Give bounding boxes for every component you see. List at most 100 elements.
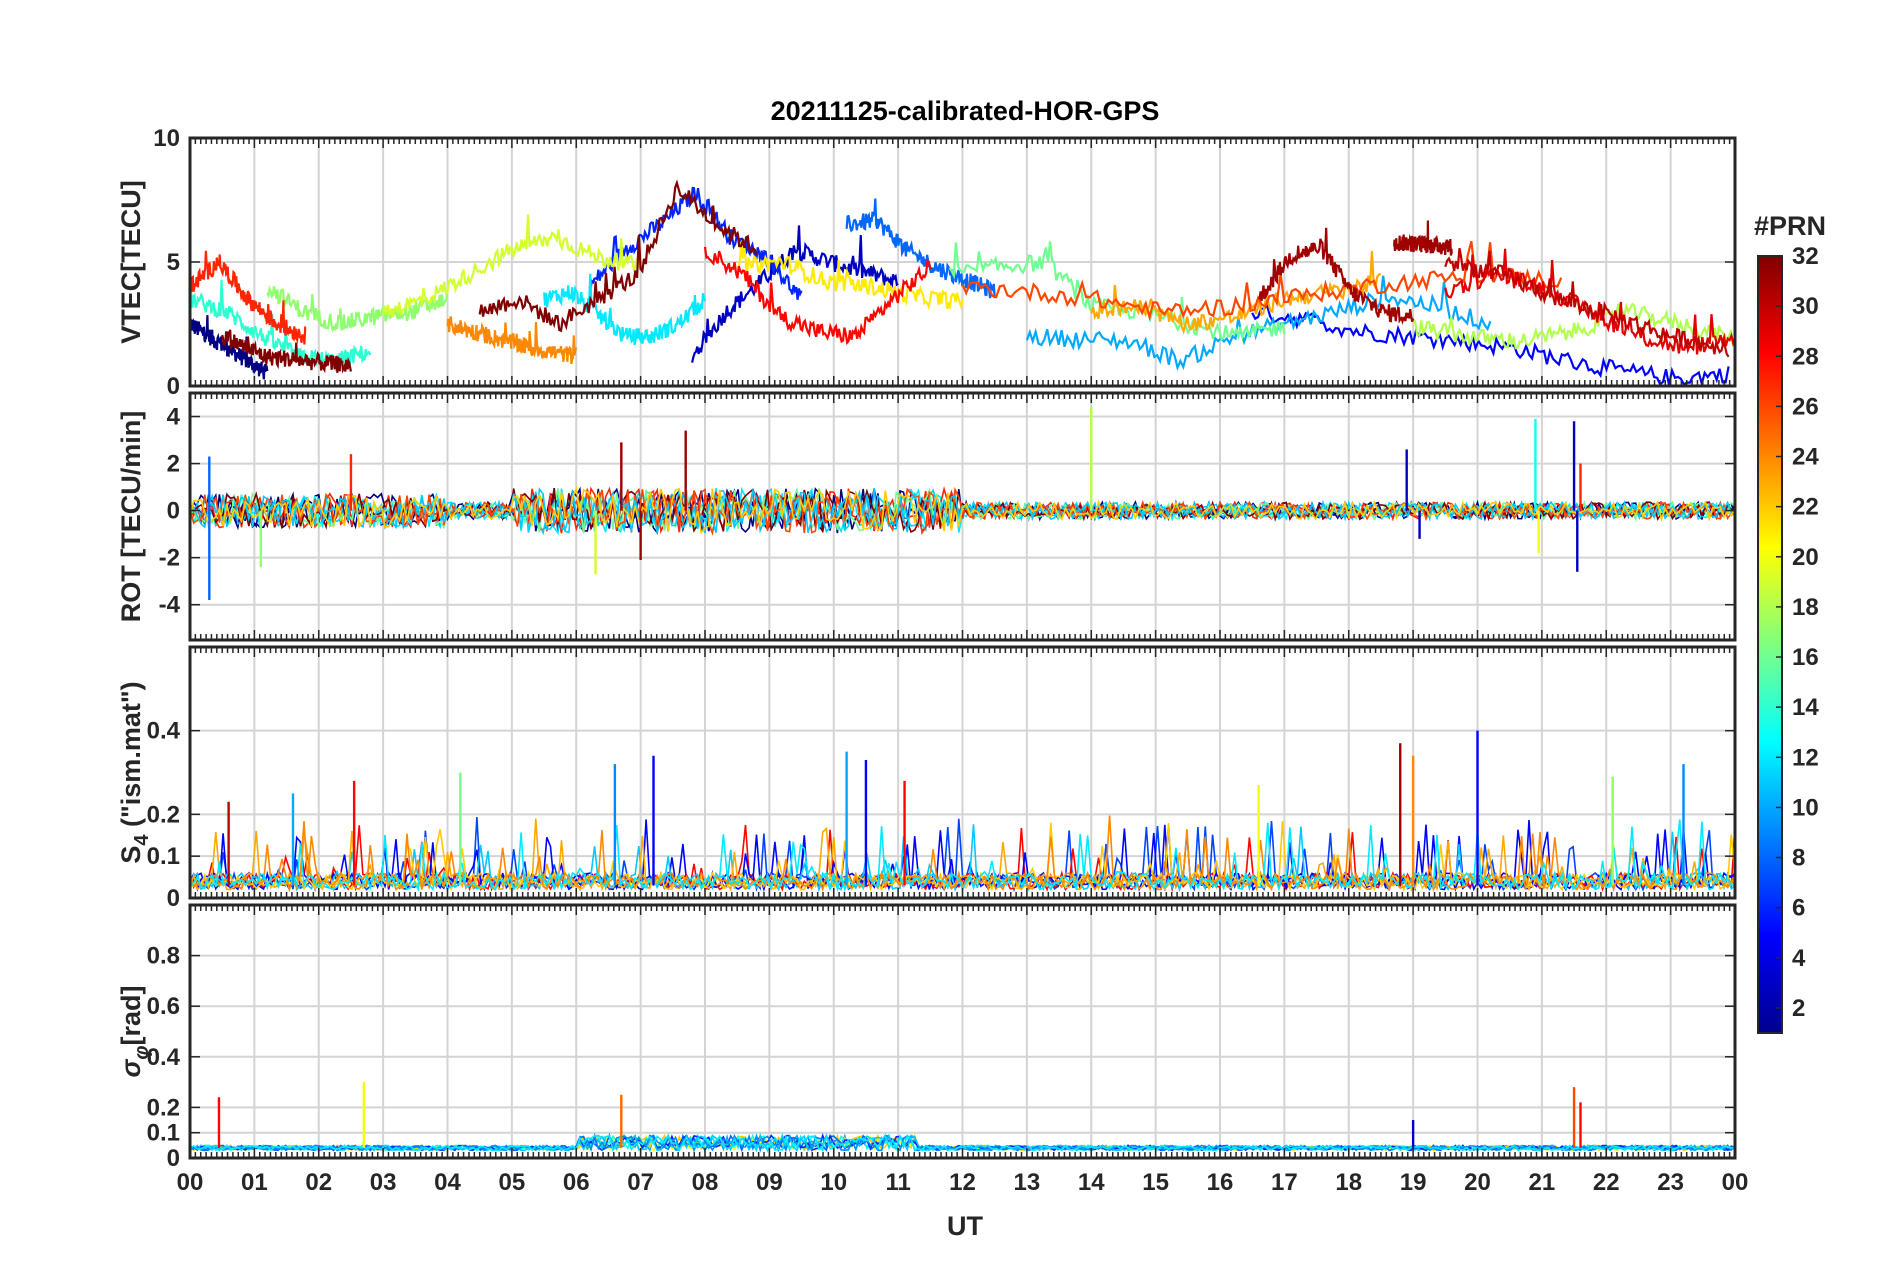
vtec-series-prn-3 <box>691 225 899 363</box>
x-tick-label: 18 <box>1335 1169 1362 1196</box>
colorbar-gradient <box>1757 255 1783 1034</box>
chart-title: 20211125-calibrated-HOR-GPS <box>771 96 1160 126</box>
colorbar-tick-label: 14 <box>1792 694 1819 721</box>
y-tick-label: 0 <box>167 373 180 400</box>
vtec-series-prn-5 <box>1251 303 1730 386</box>
panel-data <box>190 179 1735 386</box>
colorbar-tick-label: 8 <box>1792 845 1805 872</box>
x-tick-label: 03 <box>370 1169 397 1196</box>
panel-grid <box>190 905 1735 1159</box>
panel-ticks <box>189 393 1736 640</box>
y-tick-label: 2 <box>167 451 180 478</box>
y-tick-label: 0.4 <box>147 718 181 745</box>
y-tick-label: 0.6 <box>147 993 180 1020</box>
colorbar-tick-label: 30 <box>1792 293 1819 320</box>
vtec-series-prn-19 <box>382 214 642 317</box>
x-tick-label: 00 <box>1722 1169 1749 1196</box>
vtec-series-prn-21 <box>736 241 964 311</box>
vtec-series-prn-23 <box>1090 251 1382 335</box>
panel-vtec: 0 5 10 VTEC[TECU] <box>116 125 1737 400</box>
colorbar-tick-label: 16 <box>1792 644 1819 671</box>
x-tick-label: 00 <box>177 1169 204 1196</box>
x-tick-label: 16 <box>1207 1169 1234 1196</box>
colorbar-tick-label: 24 <box>1792 444 1819 471</box>
x-tick-label: 12 <box>949 1169 976 1196</box>
x-tick-label: 21 <box>1529 1169 1556 1196</box>
y-tick-label: 0.8 <box>147 943 180 970</box>
vtec-series-prn-18 <box>1412 302 1735 350</box>
x-tick-label: 08 <box>692 1169 719 1196</box>
rot-trace <box>190 486 1735 536</box>
panel-s4: 0 0.1 0.2 0.4S4 ("ism.mat") <box>116 645 1737 912</box>
x-tick-label: 04 <box>434 1169 461 1196</box>
y-tick-label: -4 <box>159 592 181 619</box>
x-tick-label: 22 <box>1593 1169 1620 1196</box>
vtec-series-prn-1 <box>190 315 269 380</box>
vtec-series-prn-24 <box>446 316 578 365</box>
y-tick-label: 10 <box>153 125 180 152</box>
y-tick-label: 5 <box>167 249 180 276</box>
x-tick-label: 15 <box>1142 1169 1169 1196</box>
y-tick-label: 0.2 <box>147 801 180 828</box>
colorbar-tick-label: 32 <box>1792 243 1819 270</box>
vtec-series-prn-16 <box>948 241 1286 342</box>
colorbar-tick-label: 22 <box>1792 494 1819 521</box>
y-tick-label: -2 <box>159 545 180 572</box>
x-tick-label: 10 <box>820 1169 847 1196</box>
x-tick-label: 01 <box>241 1169 268 1196</box>
vtec-series-prn-31 <box>1258 227 1415 325</box>
x-tick-label: 07 <box>627 1169 654 1196</box>
vtec-series-prn-28 <box>703 246 932 346</box>
colorbar-tick-label: 10 <box>1792 794 1819 821</box>
x-tick-label: 19 <box>1400 1169 1427 1196</box>
colorbar-tick-label: 26 <box>1792 393 1819 420</box>
y-tick-label: 4 <box>167 404 181 431</box>
vtec-series-prn-12 <box>543 273 707 346</box>
panel-ticks <box>189 137 1736 387</box>
x-tick-label: 09 <box>756 1169 783 1196</box>
y-tick-label: 0.1 <box>147 843 180 870</box>
x-axis-label: UT <box>947 1211 983 1241</box>
rot-trace <box>190 485 1735 535</box>
x-tick-label: 14 <box>1078 1169 1105 1196</box>
vtec-series-prn-27 <box>190 250 307 345</box>
y-axis-label-rot: ROT [TECU/min] <box>116 411 146 622</box>
x-tick-label: 11 <box>885 1169 910 1196</box>
y-tick-label: 0 <box>167 1145 180 1172</box>
colorbar-tick-label: 6 <box>1792 895 1805 922</box>
vtec-series-prn-14 <box>190 279 372 373</box>
vtec-series-prn-17 <box>266 285 449 333</box>
x-tick-label: 06 <box>563 1169 590 1196</box>
y-tick-label: 0.1 <box>147 1120 180 1147</box>
vtec-series-prn-30 <box>1444 248 1730 358</box>
s4-trace <box>190 818 1735 893</box>
panel-data <box>190 407 1735 601</box>
panel-sigma_phi: 00.10.2 0.4 0.6 0.8 σφ[rad] <box>116 903 1737 1172</box>
y-tick-label: 0.2 <box>147 1094 180 1121</box>
panel-rot: -4 -2 0 2 4 ROT [TECU/min] <box>116 391 1737 642</box>
vtec-series-prn-32 <box>221 329 352 374</box>
colorbar-tick-label: 4 <box>1792 945 1806 972</box>
colorbar-tick-label: 18 <box>1792 594 1819 621</box>
rot-trace <box>190 487 1735 535</box>
x-tick-label: 23 <box>1657 1169 1684 1196</box>
y-tick-label: 0 <box>167 885 180 912</box>
panel-grid <box>190 647 1735 899</box>
vtec-series-prn-32 <box>478 179 758 333</box>
panel-ticks <box>189 905 1736 1159</box>
colorbar-tick-label: 2 <box>1792 995 1805 1022</box>
colorbar-tick-label: 28 <box>1792 343 1819 370</box>
x-tick-label: 17 <box>1271 1169 1298 1196</box>
y-tick-label: 0 <box>167 498 180 525</box>
x-tick-label: 13 <box>1014 1169 1041 1196</box>
y-axis-label-vtec: VTEC[TECU] <box>116 180 146 344</box>
x-tick-label: 02 <box>305 1169 332 1196</box>
colorbar-label: #PRN <box>1754 211 1826 241</box>
x-tick-label: 05 <box>499 1169 526 1196</box>
x-tick-label: 20 <box>1464 1169 1491 1196</box>
colorbar-tick-label: 20 <box>1792 544 1819 571</box>
vtec-series-prn-31 <box>1393 220 1453 256</box>
